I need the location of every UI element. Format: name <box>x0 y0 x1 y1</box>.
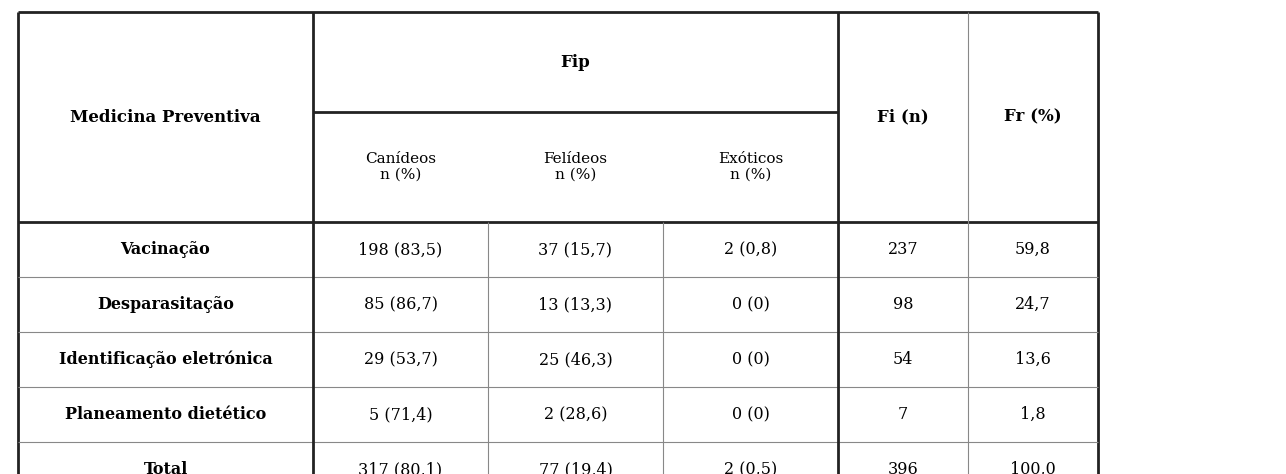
Text: Felídeos
n (%): Felídeos n (%) <box>544 152 607 182</box>
Text: Identificação eletrónica: Identificação eletrónica <box>59 351 273 368</box>
Text: 13,6: 13,6 <box>1015 351 1051 368</box>
Text: Total: Total <box>143 461 188 474</box>
Text: 77 (19,4): 77 (19,4) <box>539 461 612 474</box>
Text: 237: 237 <box>887 241 918 258</box>
Text: Exóticos
n (%): Exóticos n (%) <box>718 152 783 182</box>
Text: Fr (%): Fr (%) <box>1004 109 1062 126</box>
Text: Desparasitação: Desparasitação <box>96 296 234 313</box>
Text: 2 (0,5): 2 (0,5) <box>724 461 777 474</box>
Text: 37 (15,7): 37 (15,7) <box>539 241 612 258</box>
Text: 100,0: 100,0 <box>1010 461 1056 474</box>
Text: 198 (83,5): 198 (83,5) <box>359 241 442 258</box>
Text: Vacinação: Vacinação <box>121 241 211 258</box>
Text: 317 (80,1): 317 (80,1) <box>359 461 442 474</box>
Text: Medicina Preventiva: Medicina Preventiva <box>71 109 261 126</box>
Text: 396: 396 <box>887 461 918 474</box>
Text: 98: 98 <box>892 296 913 313</box>
Text: 1,8: 1,8 <box>1020 406 1046 423</box>
Text: Planeamento dietético: Planeamento dietético <box>64 406 266 423</box>
Text: 0 (0): 0 (0) <box>732 296 769 313</box>
Text: 5 (71,4): 5 (71,4) <box>369 406 432 423</box>
Text: 13 (13,3): 13 (13,3) <box>539 296 612 313</box>
Text: 29 (53,7): 29 (53,7) <box>364 351 437 368</box>
Text: 2 (0,8): 2 (0,8) <box>724 241 777 258</box>
Text: 2 (28,6): 2 (28,6) <box>544 406 607 423</box>
Text: 0 (0): 0 (0) <box>732 351 769 368</box>
Text: Fi (n): Fi (n) <box>877 109 928 126</box>
Text: 24,7: 24,7 <box>1015 296 1051 313</box>
Text: 85 (86,7): 85 (86,7) <box>364 296 437 313</box>
Text: 54: 54 <box>892 351 913 368</box>
Text: 59,8: 59,8 <box>1015 241 1051 258</box>
Text: Canídeos
n (%): Canídeos n (%) <box>365 152 436 182</box>
Text: 25 (46,3): 25 (46,3) <box>539 351 612 368</box>
Text: 7: 7 <box>898 406 908 423</box>
Text: 0 (0): 0 (0) <box>732 406 769 423</box>
Text: Fip: Fip <box>561 54 590 71</box>
